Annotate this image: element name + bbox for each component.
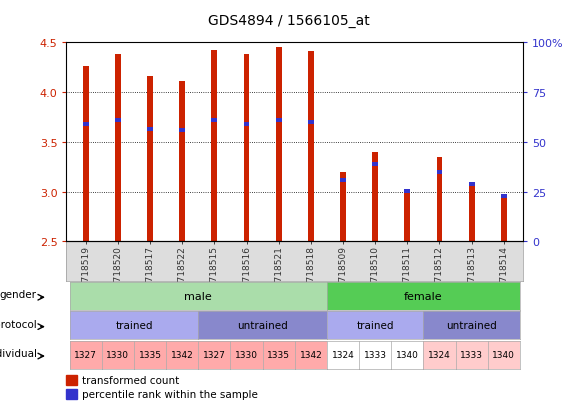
Bar: [436, 157, 442, 242]
Text: 1330: 1330: [235, 350, 258, 359]
Bar: [276, 119, 281, 123]
Text: 1324: 1324: [332, 350, 354, 359]
Text: male: male: [184, 291, 212, 301]
Bar: [115, 55, 121, 242]
Text: 1330: 1330: [106, 350, 129, 359]
Bar: [469, 182, 475, 186]
Bar: [276, 48, 281, 242]
Text: untrained: untrained: [446, 320, 497, 330]
Text: 1335: 1335: [267, 350, 290, 359]
Text: transformed count: transformed count: [81, 375, 179, 385]
Bar: [179, 128, 185, 133]
Bar: [501, 197, 507, 242]
Bar: [66, 375, 76, 385]
Bar: [405, 191, 410, 242]
Text: 1340: 1340: [492, 350, 515, 359]
Text: 1333: 1333: [364, 350, 387, 359]
Bar: [147, 128, 153, 132]
Text: protocol: protocol: [0, 319, 36, 329]
Bar: [501, 195, 507, 199]
Text: individual: individual: [0, 349, 36, 358]
Bar: [179, 82, 185, 242]
Text: untrained: untrained: [237, 320, 288, 330]
Text: trained: trained: [115, 320, 153, 330]
Bar: [212, 119, 217, 123]
Bar: [372, 162, 378, 166]
Bar: [436, 170, 442, 174]
Bar: [244, 55, 250, 242]
Text: 1327: 1327: [203, 350, 226, 359]
Text: 1324: 1324: [428, 350, 451, 359]
Bar: [212, 51, 217, 242]
Bar: [147, 77, 153, 242]
Bar: [83, 67, 88, 242]
Text: trained: trained: [357, 320, 394, 330]
Bar: [308, 121, 314, 125]
Text: 1342: 1342: [299, 350, 322, 359]
Text: 1335: 1335: [139, 350, 162, 359]
Bar: [469, 182, 475, 242]
Text: 1342: 1342: [171, 350, 194, 359]
Text: female: female: [404, 291, 443, 301]
Bar: [66, 389, 76, 399]
Bar: [405, 189, 410, 193]
Text: percentile rank within the sample: percentile rank within the sample: [81, 389, 257, 399]
Text: 1340: 1340: [396, 350, 419, 359]
Text: 1333: 1333: [460, 350, 483, 359]
Bar: [115, 119, 121, 123]
Bar: [244, 123, 250, 127]
Text: GDS4894 / 1566105_at: GDS4894 / 1566105_at: [208, 14, 370, 28]
Text: gender: gender: [0, 290, 36, 300]
Bar: [340, 178, 346, 182]
Bar: [340, 172, 346, 242]
Bar: [308, 52, 314, 242]
Bar: [372, 152, 378, 242]
Text: 1327: 1327: [75, 350, 97, 359]
Bar: [83, 123, 88, 127]
